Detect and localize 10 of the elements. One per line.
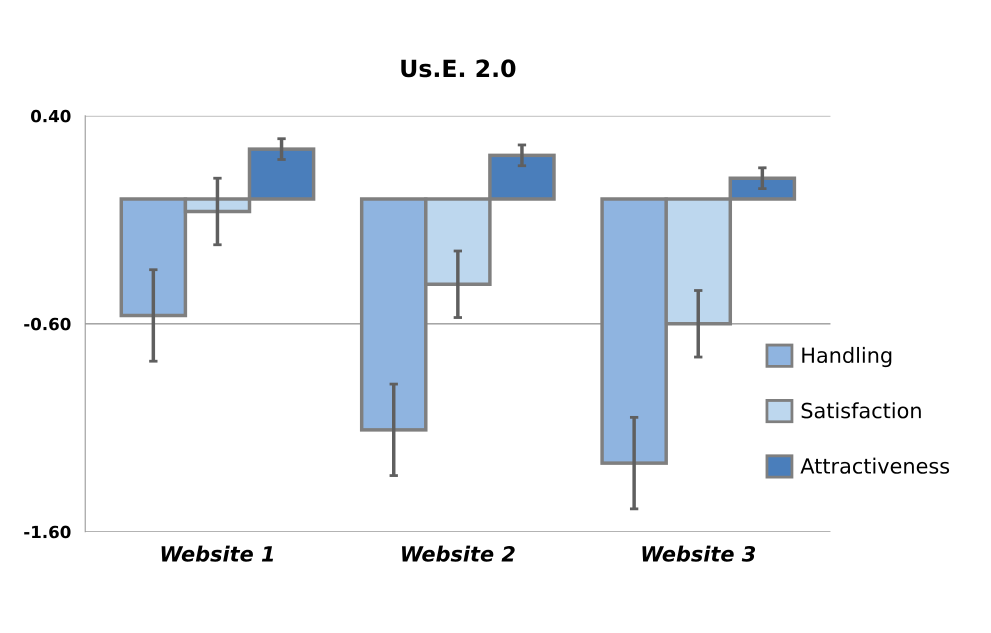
x-tick-label: Website 3	[642, 546, 756, 562]
y-tick-label: -0.60	[24, 318, 71, 330]
chart-title: Us.E. 2.0	[401, 59, 516, 78]
x-tick-label: Website 1	[162, 546, 274, 562]
y-tick-label: 0.40	[31, 110, 71, 122]
legend-label: Attractiveness	[800, 458, 950, 474]
x-tick-label: Website 2	[402, 546, 515, 562]
legend-label: Handling	[802, 346, 892, 368]
legend-label: Satisfaction	[802, 402, 921, 418]
y-tick-label: -1.60	[24, 526, 71, 538]
